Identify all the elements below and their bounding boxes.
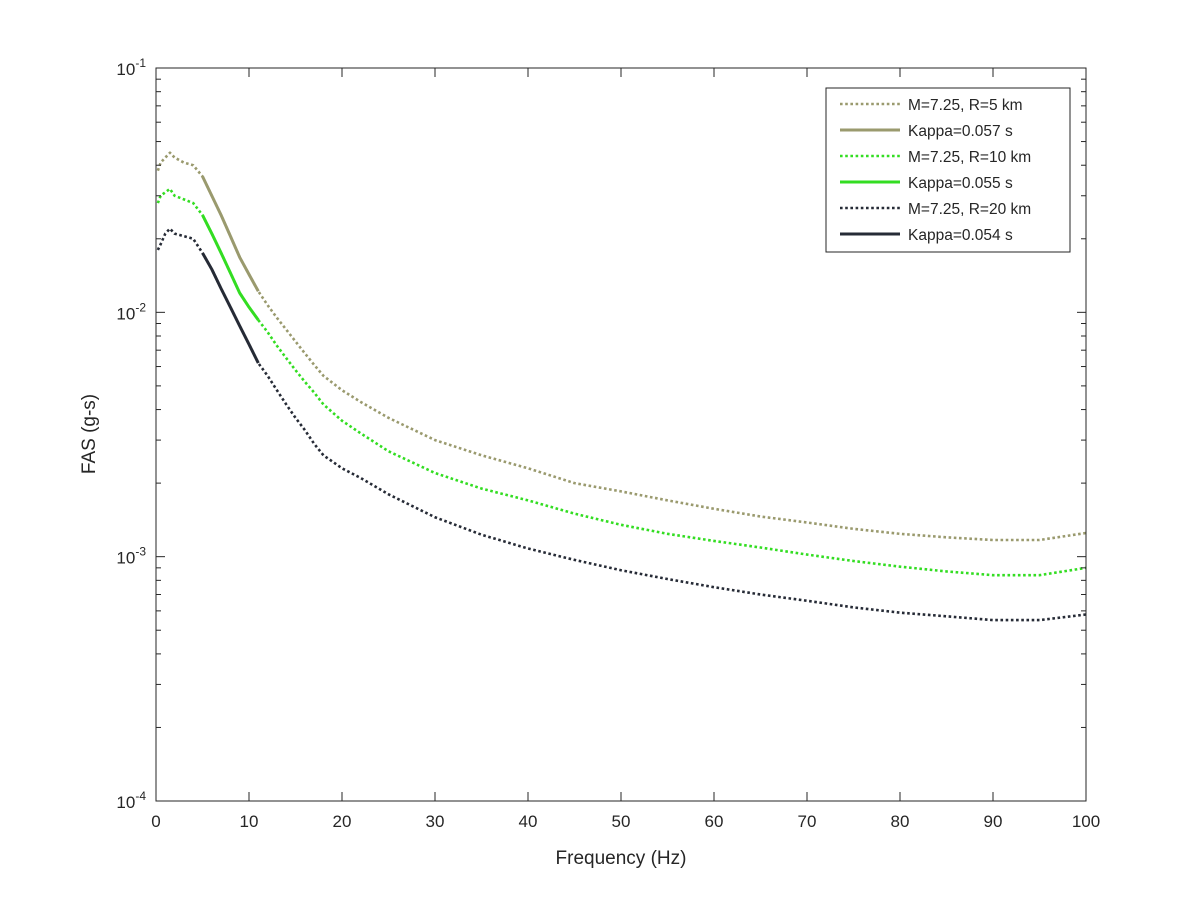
y-tick-label: 10-4 (116, 789, 146, 812)
y-tick-label: 10-3 (116, 545, 146, 568)
legend-label: Kappa=0.054 s (908, 227, 1013, 244)
legend-label: M=7.25, R=20 km (908, 201, 1031, 218)
legend-label: M=7.25, R=5 km (908, 97, 1023, 114)
x-tick-label: 90 (984, 812, 1003, 831)
y-tick-label: 10-1 (116, 56, 146, 79)
x-tick-label: 100 (1072, 812, 1100, 831)
legend-box (825, 87, 1071, 253)
x-tick-label: 50 (612, 812, 631, 831)
x-tick-label: 0 (151, 812, 160, 831)
legend: M=7.25, R=5 km Kappa=0.057 s M=7.25, R=10 … (825, 87, 1071, 253)
x-tick-label: 60 (705, 812, 724, 831)
series-line-2 (201, 175, 260, 292)
legend-label: Kappa=0.055 s (908, 175, 1013, 192)
x-tick-label: 40 (519, 812, 538, 831)
legend-label: Kappa=0.057 s (908, 123, 1013, 140)
x-axis-title: Frequency (Hz) (556, 848, 687, 869)
axes-layer: 0 10 20 30 40 50 60 70 80 90 100 10-4 10-3 10-2 10-1 (116, 56, 1100, 831)
x-tick-label: 30 (426, 812, 445, 831)
x-tick-label: 20 (333, 812, 352, 831)
series-line-6 (201, 252, 260, 364)
series-line-4 (201, 214, 260, 321)
x-tick-label: 80 (891, 812, 910, 831)
y-tick-label: 10-2 (116, 300, 146, 323)
x-tick-label: 10 (240, 812, 259, 831)
x-tick-label: 70 (798, 812, 817, 831)
series-line-1 (156, 151, 1087, 542)
legend-label: M=7.25, R=10 km (908, 149, 1031, 166)
series-layer (156, 151, 1087, 622)
y-axis-title: FAS (g-s) (79, 394, 100, 474)
series-line-3 (156, 187, 1087, 577)
